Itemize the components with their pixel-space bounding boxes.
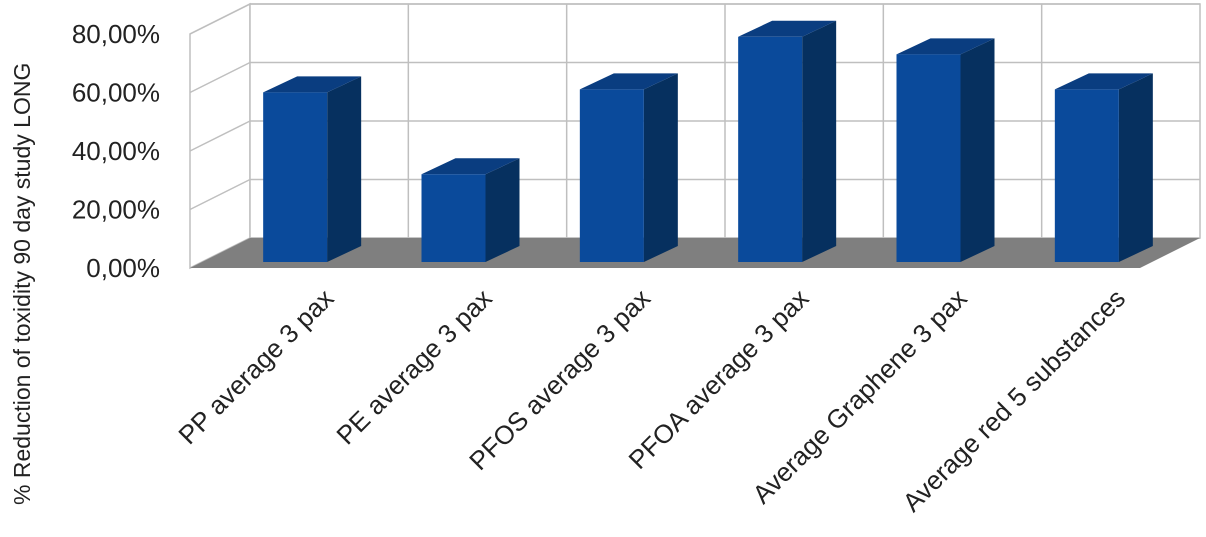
bar-front-face <box>1054 89 1119 262</box>
bar-top-face <box>421 158 520 175</box>
bar[interactable] <box>579 73 678 262</box>
bar-front-face <box>263 92 328 262</box>
bar[interactable] <box>263 76 362 262</box>
y-tick-label: 40,00% <box>72 136 160 166</box>
gridline-side <box>189 3 251 35</box>
y-axis-title: % Reduction of toxidity 90 day study LON… <box>9 63 35 505</box>
x-category-label: PFOS average 3 pax <box>463 283 656 476</box>
y-tick-label: 0,00% <box>86 253 160 283</box>
x-category-label: PFOA average 3 pax <box>623 283 815 475</box>
bar-front-face <box>579 89 644 262</box>
bar-front-face <box>896 54 961 263</box>
y-axis-ticks: 0,00% 20,00% 40,00% 60,00% 80,00% <box>72 19 160 283</box>
bar-side-face <box>1118 73 1153 262</box>
bar-side-face <box>960 38 995 263</box>
bar-front-face <box>738 36 803 263</box>
bar[interactable] <box>1054 73 1153 262</box>
bar-side-face <box>327 76 362 262</box>
bar-front-face <box>421 174 486 262</box>
x-category-label: PP average 3 pax <box>172 283 339 450</box>
bar-top-face <box>263 76 362 93</box>
bar[interactable] <box>421 158 520 262</box>
gridline-side <box>189 178 251 211</box>
y-tick-label: 80,00% <box>72 19 160 49</box>
x-category-label: PE average 3 pax <box>330 283 497 450</box>
bars <box>263 20 1153 263</box>
gridline-side <box>189 61 251 94</box>
bar-side-face <box>643 73 678 262</box>
gridline-side <box>189 120 251 152</box>
y-tick-label: 60,00% <box>72 78 160 108</box>
bar-side-face <box>485 158 520 262</box>
bar-top-face <box>738 20 837 37</box>
bar[interactable] <box>738 20 837 263</box>
bar-top-face <box>579 73 678 90</box>
bar-top-face <box>1054 73 1153 90</box>
y-tick-label: 20,00% <box>72 195 160 225</box>
bar-top-face <box>896 38 995 55</box>
bar-side-face <box>802 20 837 263</box>
bar[interactable] <box>896 38 995 263</box>
